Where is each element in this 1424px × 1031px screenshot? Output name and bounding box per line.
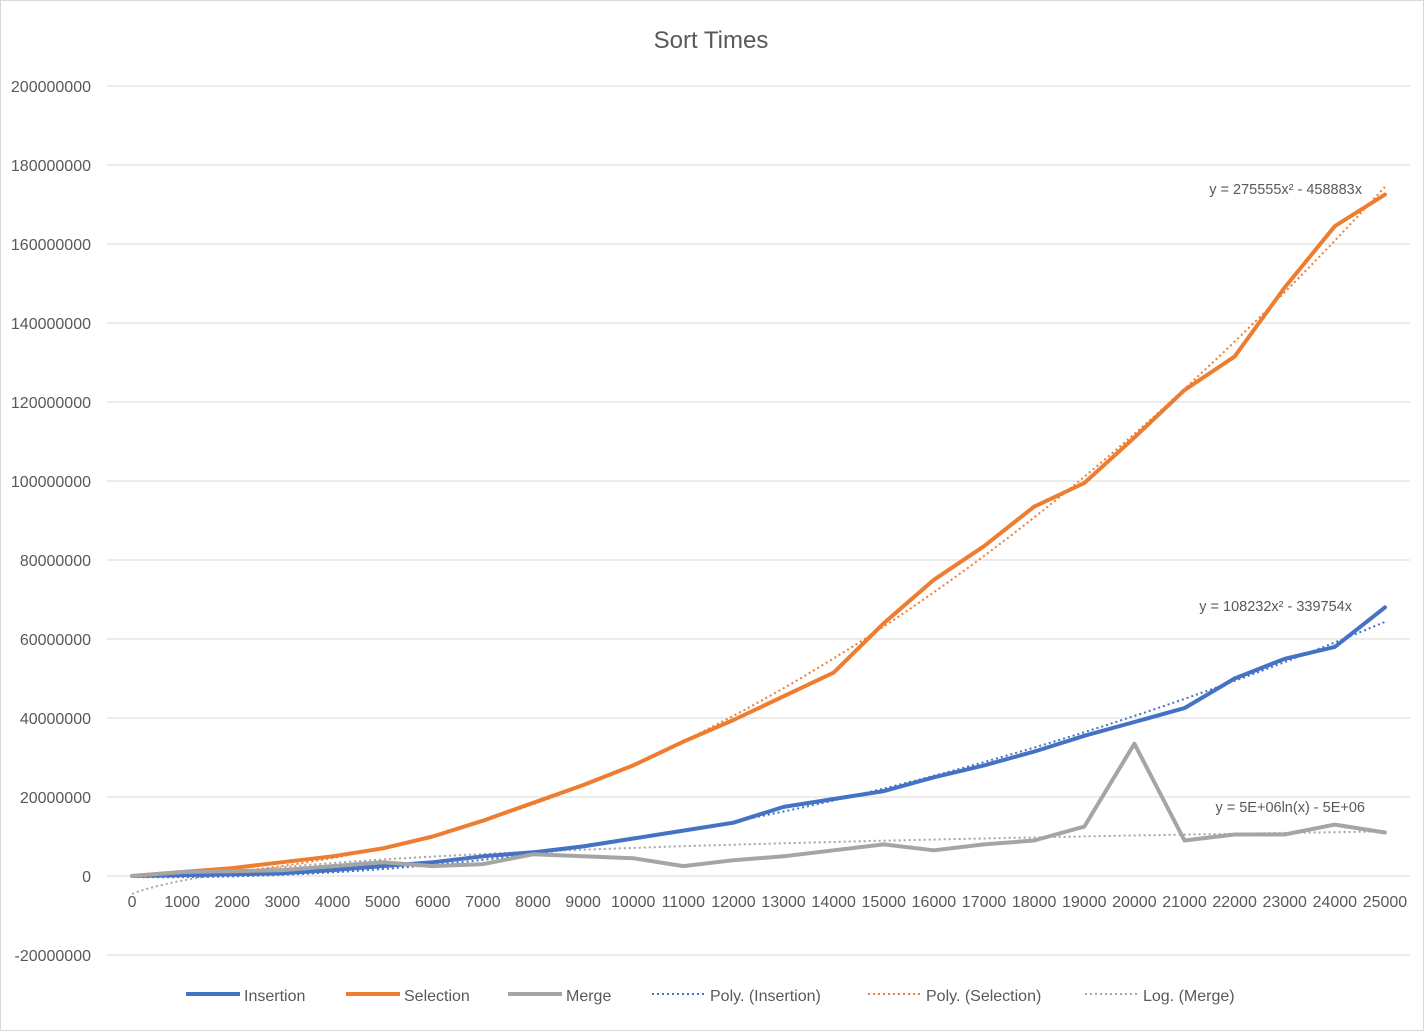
trendline-selection: [132, 186, 1386, 878]
x-tick-label: 5000: [365, 894, 401, 911]
x-tick-label: 18000: [1012, 894, 1057, 911]
y-tick-label: 0: [82, 869, 91, 886]
x-tick-label: 7000: [465, 894, 501, 911]
y-tick-label: 60000000: [20, 632, 91, 649]
x-tick-label: 20000: [1112, 894, 1157, 911]
x-axis-ticks: 0 1000 2000 3000 4000 5000 6000 7000 8000 9000 100…: [128, 894, 1408, 911]
y-tick-label: 200000000: [11, 79, 91, 96]
legend-label: Poly. (Selection): [926, 988, 1041, 1005]
x-tick-label: 15000: [862, 894, 907, 911]
legend-label: Log. (Merge): [1143, 988, 1235, 1005]
legend-label: Poly. (Insertion): [710, 988, 821, 1005]
x-tick-label: 0: [128, 894, 137, 911]
x-tick-label: 11000: [662, 894, 705, 911]
x-tick-label: 17000: [962, 894, 1007, 911]
x-tick-label: 23000: [1262, 894, 1307, 911]
legend-label: Merge: [566, 988, 611, 1005]
trendlines: [131, 186, 1386, 895]
series-lines: [130, 192, 1387, 878]
x-tick-label: 1000: [164, 894, 200, 911]
x-tick-label: 9000: [565, 894, 601, 911]
trend-equation: y = 5E+06ln(x) - 5E+06: [1215, 800, 1365, 816]
trend-equation: y = 108232x² - 339754x: [1199, 599, 1353, 615]
x-tick-label: 22000: [1212, 894, 1257, 911]
y-tick-label: 140000000: [11, 316, 91, 333]
legend-label: Selection: [404, 988, 470, 1005]
trendline-merge: [131, 830, 1385, 895]
y-tick-label: 180000000: [11, 158, 91, 175]
legend-label: Insertion: [244, 988, 305, 1005]
x-tick-label: 25000: [1363, 894, 1408, 911]
trend-equation: y = 275555x² - 458883x: [1209, 182, 1363, 198]
y-tick-label: 40000000: [20, 711, 91, 728]
trend-equations: y = 108232x² - 339754x y = 275555x² - 458…: [1199, 182, 1365, 816]
x-tick-label: 14000: [811, 894, 856, 911]
x-tick-label: 24000: [1313, 894, 1358, 911]
chart-title: Sort Times: [654, 27, 769, 54]
x-tick-label: 19000: [1062, 894, 1107, 911]
y-tick-label: 120000000: [11, 395, 91, 412]
x-tick-label: 21000: [1162, 894, 1207, 911]
legend: Insertion Selection Merge Poly. (Insertion)…: [186, 988, 1235, 1005]
y-tick-label: 160000000: [11, 237, 91, 254]
x-tick-label: 16000: [912, 894, 957, 911]
x-tick-label: 13000: [761, 894, 806, 911]
y-axis-ticks: -20000000 0 20000000 40000000 60000000 800000…: [11, 79, 91, 965]
gridlines: [107, 85, 1410, 956]
y-tick-label: -20000000: [14, 948, 91, 965]
x-tick-label: 4000: [315, 894, 351, 911]
x-tick-label: 3000: [265, 894, 301, 911]
x-tick-label: 6000: [415, 894, 451, 911]
y-tick-label: 80000000: [20, 553, 91, 570]
series-line-insertion: [130, 605, 1387, 878]
x-tick-label: 12000: [711, 894, 756, 911]
y-tick-label: 100000000: [11, 474, 91, 491]
series-line-merge: [130, 741, 1387, 878]
x-tick-label: 10000: [611, 894, 656, 911]
y-tick-label: 20000000: [20, 790, 91, 807]
series-line-selection: [130, 192, 1387, 878]
x-tick-label: 8000: [515, 894, 551, 911]
x-tick-label: 2000: [214, 894, 250, 911]
